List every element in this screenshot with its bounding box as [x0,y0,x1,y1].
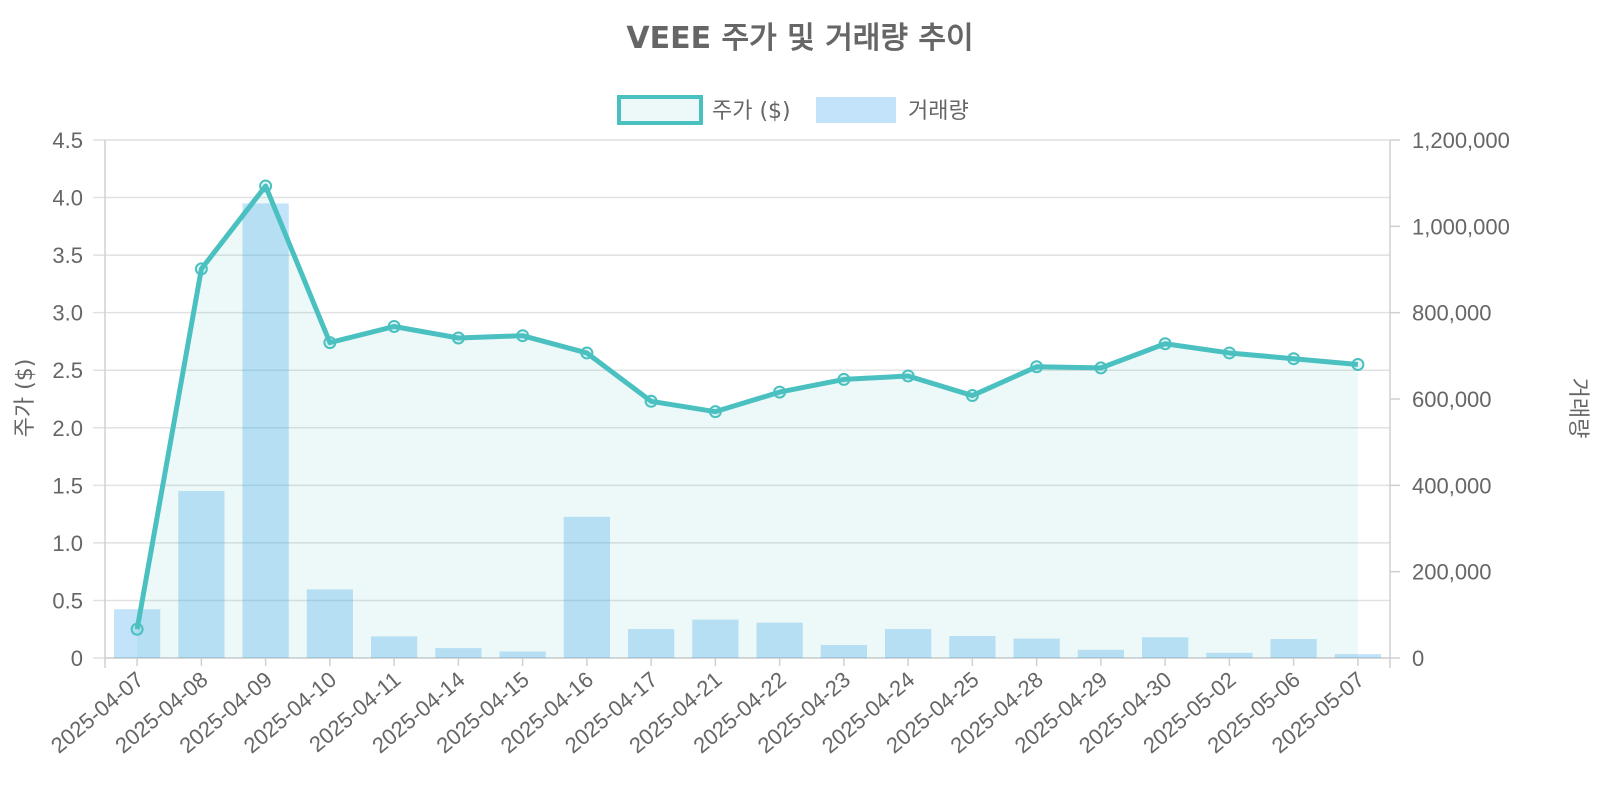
price-point [130,622,144,636]
chart-title: VEEE 주가 및 거래량 추이 [626,21,973,56]
y-left-tick-label: 4.0 [52,186,83,211]
y-right-tick-label: 400,000 [1412,473,1492,498]
price-area [137,186,1358,659]
price-point [708,405,722,419]
y-left-tick-label: 1.5 [52,473,83,498]
price-point [1222,346,1236,360]
price-point [965,389,979,403]
y-left-tick-label: 3.5 [52,243,83,268]
price-point [580,346,594,360]
volume-bar [306,589,354,658]
y-left-tick-label: 0 [71,646,83,671]
volume-bar [1013,638,1060,658]
grid-lines [93,139,1400,668]
y-right-tick-label: 0 [1412,646,1424,671]
y-left-tick-label: 4.5 [52,128,83,153]
price-point [323,336,337,350]
legend-swatch-volume [816,97,896,123]
x-axis-ticks: 2025-04-072025-04-082025-04-092025-04-10… [46,667,1369,758]
price-point [773,385,787,399]
volume-bar [242,203,289,658]
price-point [837,372,851,386]
legend-swatch-price [617,95,703,125]
y-right-tick-label: 1,000,000 [1412,214,1510,239]
y-left-tick-label: 2.5 [52,358,83,383]
legend-item-volume[interactable]: 거래량 [816,97,969,124]
legend: 주가 ($) 거래량 [617,95,969,125]
y-left-tick-label: 0.5 [52,588,83,613]
y-left-axis-ticks: 0 0.5 1.0 1.5 2.0 2.5 3.0 3.5 4.0 4.5 [52,128,83,671]
volume-bar [756,622,803,658]
y-left-tick-label: 2.0 [52,416,83,441]
y-left-tick-label: 1.0 [52,531,83,556]
price-area-fill [137,186,1358,659]
volume-bar [1141,637,1189,658]
volume-bar [692,619,739,658]
volume-bar [627,629,675,658]
volume-bar [1270,639,1317,658]
price-point [194,262,208,276]
volume-bar [1077,649,1125,658]
price-point [516,329,530,343]
price-point [387,319,401,333]
y-right-tick-label: 1,200,000 [1412,128,1510,153]
volume-bar [370,636,418,658]
y-right-axis-ticks: 0 200,000 400,000 600,000 800,000 1,000,000 1,… [1412,128,1510,671]
volume-bar [1206,652,1253,658]
price-point [644,394,658,408]
y-right-tick-label: 200,000 [1412,560,1492,585]
price-point [1158,337,1172,351]
volume-bars [113,203,1382,658]
price-point [1094,361,1108,375]
volume-bar [949,635,996,658]
volume-bar [499,651,546,658]
volume-bar [178,490,225,658]
volume-bar [563,516,611,658]
price-point [259,179,273,193]
price-line [134,183,1359,630]
volume-bar [820,645,868,658]
price-point [1351,357,1365,371]
legend-item-price[interactable]: 주가 ($) [617,95,791,125]
legend-label-volume: 거래량 [908,99,969,124]
y-right-axis-title: 거래량 [1565,378,1590,439]
y-right-tick-label: 800,000 [1412,301,1492,326]
y-right-tick-label: 600,000 [1412,387,1492,412]
price-points [130,179,1365,636]
price-point [451,331,465,345]
price-line-path [134,183,1359,630]
y-left-tick-label: 3.0 [52,301,83,326]
y-left-axis-title: 주가 ($) [13,359,38,438]
price-point [1287,352,1301,366]
volume-bar [884,629,932,658]
price-point [1030,360,1044,374]
legend-label-price: 주가 ($) [712,99,791,124]
volume-bar [435,648,482,658]
volume-bar [1334,654,1382,658]
price-point [901,369,915,383]
